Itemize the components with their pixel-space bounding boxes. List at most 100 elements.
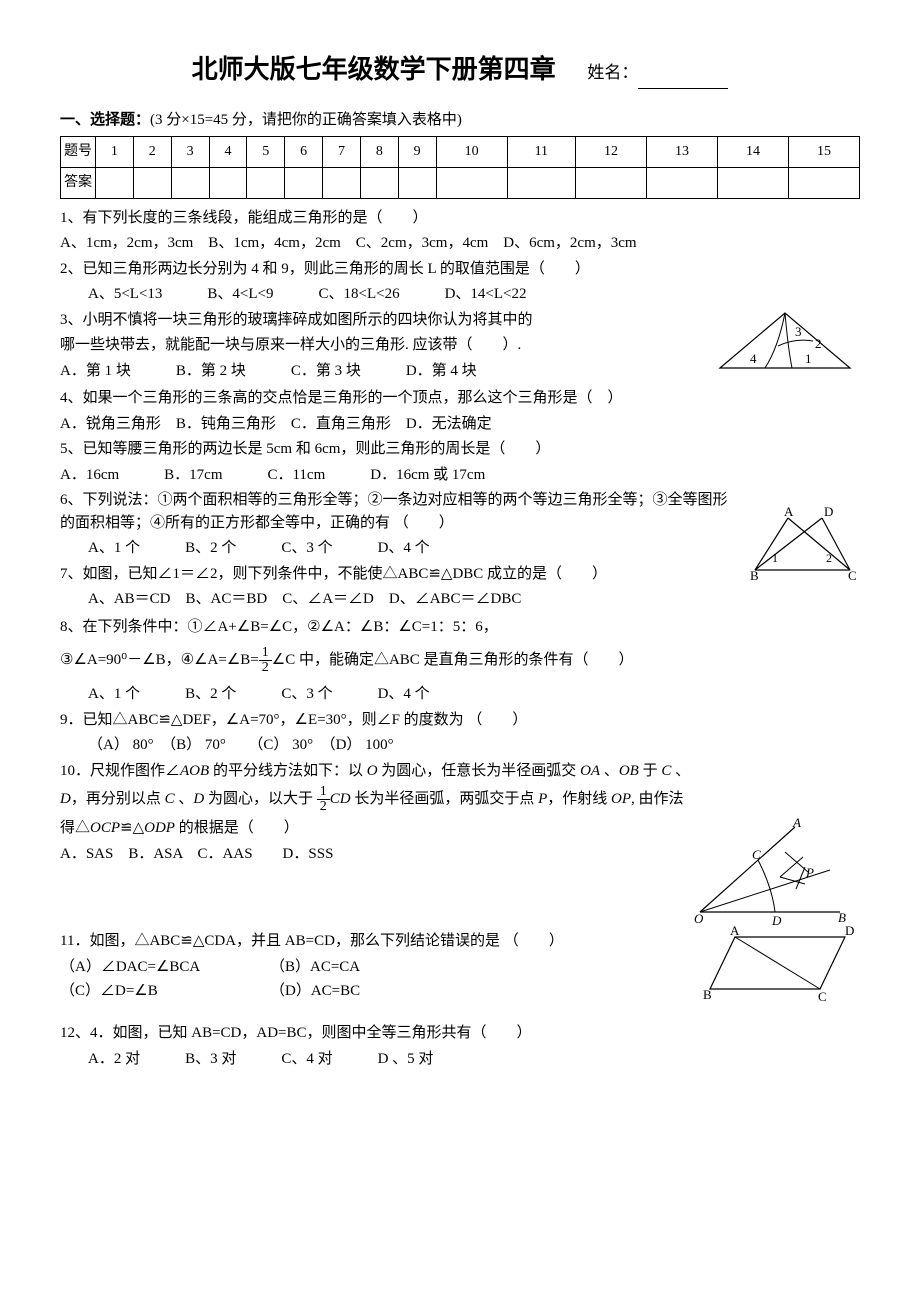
section-1-note: (3 分×15=45 分，请把你的正确答案填入表格中) bbox=[150, 112, 462, 128]
fig-label: 2 bbox=[815, 336, 822, 351]
answer-cell[interactable] bbox=[647, 167, 718, 198]
col-head: 11 bbox=[507, 136, 576, 167]
t: D bbox=[193, 791, 204, 807]
t: ODP bbox=[144, 820, 175, 836]
t: 的平分线方法如下：以 bbox=[209, 763, 367, 779]
answer-cell[interactable] bbox=[436, 167, 507, 198]
table-row: 答案 bbox=[61, 167, 860, 198]
answer-cell[interactable] bbox=[323, 167, 361, 198]
opt: （B）AC=CA bbox=[270, 959, 360, 975]
q9-opts: （A） 80° （B） 70° （C） 30° （D） 100° bbox=[60, 734, 860, 757]
fig-label: D bbox=[824, 504, 833, 519]
answer-table: 题号 1 2 3 4 5 6 7 8 9 10 11 12 13 14 15 答… bbox=[60, 136, 860, 199]
q9-stem: 9．已知△ABC≌△DEF，∠A=70°，∠E=30°，则∠F 的度数为 （ ） bbox=[60, 709, 860, 732]
q7-figure: A D B C 1 2 bbox=[750, 510, 860, 582]
t: C bbox=[165, 791, 175, 807]
q2-stem: 2、已知三角形两边长分别为 4 和 9，则此三角形的周长 L 的取值范围是（ ） bbox=[60, 258, 860, 281]
fig-label: 1 bbox=[805, 351, 812, 366]
q4-stem: 4、如果一个三角形的三条高的交点恰是三角形的一个顶点，那么这个三角形是（ ） bbox=[60, 387, 860, 410]
answer-cell[interactable] bbox=[788, 167, 859, 198]
col-head: 10 bbox=[436, 136, 507, 167]
q8-line2-post: ∠C 中，能确定△ABC 是直角三角形的条件有（ ） bbox=[272, 652, 634, 668]
t: AOB bbox=[180, 763, 209, 779]
answer-cell[interactable] bbox=[398, 167, 436, 198]
t: 10．尺规作图作∠ bbox=[60, 763, 180, 779]
answer-cell[interactable] bbox=[96, 167, 134, 198]
t: P bbox=[538, 791, 547, 807]
fig-label: A bbox=[730, 923, 740, 938]
row-label-q: 题号 bbox=[61, 136, 96, 167]
q10-line1: 10．尺规作图作∠AOB 的平分线方法如下：以 O 为圆心，任意长为半径画弧交 … bbox=[60, 760, 860, 783]
col-head: 7 bbox=[323, 136, 361, 167]
fraction: 12 bbox=[259, 646, 272, 675]
fig-label: 1 bbox=[772, 551, 778, 565]
q11-figure: A D B C bbox=[700, 927, 860, 1005]
page-title: 北师大版七年级数学下册第四章 bbox=[192, 55, 556, 84]
fig-label: 4 bbox=[750, 351, 757, 366]
t: ，作射线 bbox=[547, 791, 611, 807]
col-head: 9 bbox=[398, 136, 436, 167]
t: 为圆心，以大于 bbox=[204, 791, 317, 807]
opt: （D）AC=BC bbox=[270, 983, 360, 999]
fig-label: D bbox=[771, 913, 782, 928]
answer-cell[interactable] bbox=[507, 167, 576, 198]
fig-label: P bbox=[805, 865, 814, 880]
frac-num: 1 bbox=[259, 646, 272, 661]
q10-figure: A B C D O P bbox=[680, 817, 860, 927]
q7-stem: 7、如图，已知∠1＝∠2，则下列条件中，不能使△ABC≌△DBC 成立的是（ ） bbox=[60, 563, 860, 586]
q5-stem: 5、已知等腰三角形的两边长是 5cm 和 6cm，则此三角形的周长是（ ） bbox=[60, 438, 860, 461]
answer-cell[interactable] bbox=[285, 167, 323, 198]
col-head: 14 bbox=[717, 136, 788, 167]
t: ，再分别以点 bbox=[71, 791, 165, 807]
t: ≌ bbox=[120, 820, 133, 836]
q10-line2: D，再分别以点 C 、D 为圆心，以大于 12CD 长为半径画弧，两弧交于点 P… bbox=[60, 785, 860, 814]
fraction: 12 bbox=[317, 785, 330, 814]
fig-label: 3 bbox=[795, 324, 802, 339]
name-label: 姓名： bbox=[587, 63, 638, 82]
col-head: 4 bbox=[209, 136, 247, 167]
t: CD bbox=[330, 791, 351, 807]
q2-opts: A、5<L<13 B、4<L<9 C、18<L<26 D、14<L<22 bbox=[60, 283, 860, 306]
q8-stem: 8、在下列条件中：①∠A+∠B=∠C，②∠A：∠B：∠C=1：5：6， bbox=[60, 616, 860, 639]
frac-den: 2 bbox=[317, 800, 330, 814]
fig-label: C bbox=[752, 847, 761, 862]
section-1-header: 一、选择题：(3 分×15=45 分，请把你的正确答案填入表格中) bbox=[60, 109, 860, 132]
q8-line2: ③∠A=90⁰－∠B，④∠A=∠B=12∠C 中，能确定△ABC 是直角三角形的… bbox=[60, 646, 860, 675]
col-head: 5 bbox=[247, 136, 285, 167]
answer-cell[interactable] bbox=[133, 167, 171, 198]
opt: （C）∠D=∠B bbox=[60, 980, 270, 1003]
col-head: 15 bbox=[788, 136, 859, 167]
t: , 由作法 bbox=[631, 791, 684, 807]
col-head: 13 bbox=[647, 136, 718, 167]
t: 、 bbox=[175, 791, 194, 807]
answer-cell[interactable] bbox=[171, 167, 209, 198]
col-head: 3 bbox=[171, 136, 209, 167]
t: O bbox=[367, 763, 378, 779]
q5-opts: A．16cm B．17cm C．11cm D．16cm 或 17cm bbox=[60, 464, 860, 487]
q8-line2-pre: ③∠A=90⁰－∠B，④∠A=∠B= bbox=[60, 652, 259, 668]
t: D bbox=[60, 791, 71, 807]
t: 、 bbox=[600, 763, 619, 779]
fig-label: B bbox=[750, 568, 759, 583]
q3-figure: 4 1 3 2 bbox=[710, 308, 860, 378]
answer-cell[interactable] bbox=[209, 167, 247, 198]
answer-cell[interactable] bbox=[717, 167, 788, 198]
col-head: 12 bbox=[576, 136, 647, 167]
answer-cell[interactable] bbox=[576, 167, 647, 198]
frac-den: 2 bbox=[259, 661, 272, 675]
t: OB bbox=[619, 763, 639, 779]
row-label-a: 答案 bbox=[61, 167, 96, 198]
q8-opts: A、1 个 B、2 个 C、3 个 D、4 个 bbox=[60, 683, 860, 706]
q12-stem: 12、4．如图，已知 AB=CD，AD=BC，则图中全等三角形共有（ ） bbox=[60, 1022, 860, 1045]
fig-label: A bbox=[784, 504, 794, 519]
q1-opts: A、1cm，2cm，3cm B、1cm，4cm，2cm C、2cm，3cm，4c… bbox=[60, 232, 860, 255]
fig-label: C bbox=[848, 568, 857, 583]
answer-cell[interactable] bbox=[360, 167, 398, 198]
q6-stem: 6、下列说法：①两个面积相等的三角形全等；②一条边对应相等的两个等边三角形全等；… bbox=[60, 489, 740, 534]
fig-label: O bbox=[694, 911, 704, 926]
name-blank[interactable] bbox=[638, 88, 728, 89]
q1-stem: 1、有下列长度的三条线段，能组成三角形的是（ ） bbox=[60, 207, 860, 230]
t: 为圆心，任意长为半径画弧交 bbox=[378, 763, 581, 779]
answer-cell[interactable] bbox=[247, 167, 285, 198]
fig-label: C bbox=[818, 989, 827, 1004]
